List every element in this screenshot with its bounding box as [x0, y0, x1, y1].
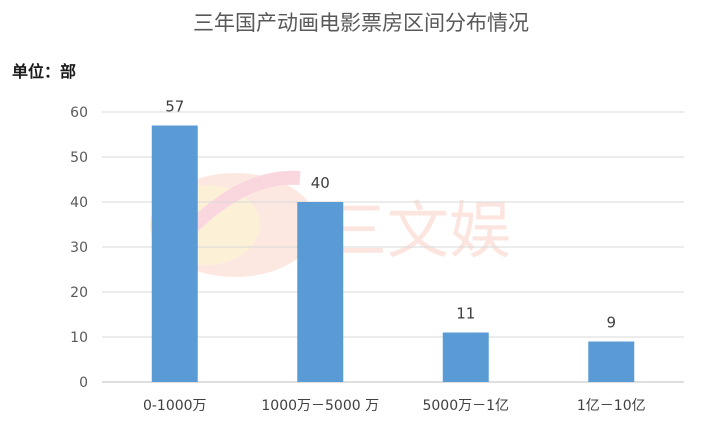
y-tick-label: 0	[79, 375, 88, 391]
bar	[297, 202, 344, 382]
x-axis: 0-1000万 1000万－5000 万 5000万－1亿 1亿－10亿	[143, 398, 646, 414]
x-tick-label: 5000万－1亿	[422, 398, 509, 414]
watermark-text: 三文娱	[325, 194, 511, 267]
x-tick-label: 1000万－5000 万	[261, 398, 379, 414]
data-label: 9	[606, 314, 616, 332]
data-label: 57	[165, 98, 184, 116]
y-tick-label: 10	[70, 330, 88, 346]
y-tick-label: 30	[70, 240, 88, 256]
data-labels: 57 40 11 9	[165, 98, 616, 332]
bar	[442, 332, 489, 382]
x-tick-label: 1亿－10亿	[577, 398, 646, 414]
data-label: 40	[311, 174, 330, 192]
unit-label: 单位：部	[12, 62, 76, 81]
chart-title: 三年国产动画电影票房区间分布情况	[193, 11, 529, 35]
data-label: 11	[456, 305, 475, 323]
y-tick-label: 20	[70, 285, 88, 301]
x-tick-label: 0-1000万	[143, 398, 207, 414]
y-tick-label: 40	[70, 195, 88, 211]
grid-lines	[102, 111, 684, 383]
bar	[588, 341, 635, 382]
bar	[151, 125, 198, 382]
bars	[151, 125, 635, 382]
y-axis: 0 10 20 30 40 50 60	[70, 105, 88, 391]
y-tick-label: 60	[70, 105, 88, 121]
y-tick-label: 50	[70, 150, 88, 166]
